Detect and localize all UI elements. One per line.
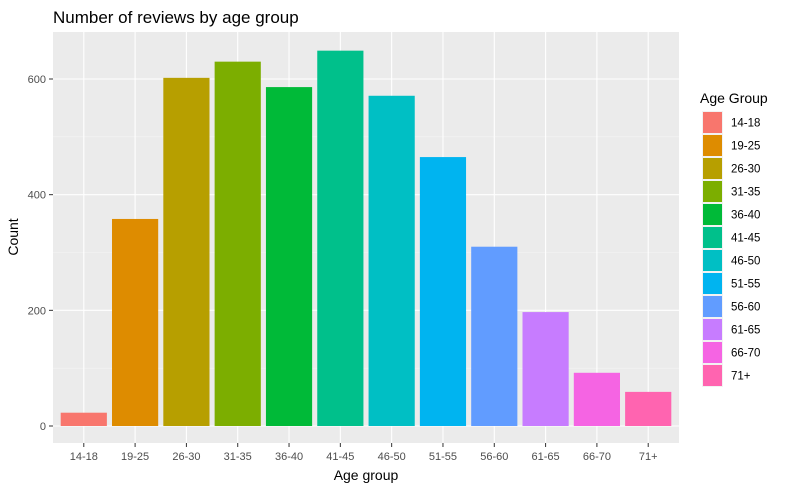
y-tick-label: 0 bbox=[40, 421, 46, 433]
legend-label: 31-35 bbox=[731, 187, 760, 199]
legend-swatch bbox=[703, 250, 722, 271]
legend-label: 14-18 bbox=[731, 118, 760, 130]
legend-swatch bbox=[703, 319, 722, 340]
legend-swatch bbox=[703, 112, 722, 133]
x-axis: 14-18 19-25 26-30 31-35 36-40 41-45 46-50 51-55… bbox=[70, 443, 658, 463]
legend-swatch bbox=[703, 204, 722, 225]
y-tick-label: 200 bbox=[28, 305, 46, 317]
y-axis-title: Count bbox=[5, 218, 21, 255]
x-tick-label: 41-45 bbox=[326, 451, 354, 463]
x-tick-label: 56-60 bbox=[480, 451, 508, 463]
x-tick-label: 51-55 bbox=[429, 451, 457, 463]
legend-swatch bbox=[703, 273, 722, 294]
bars bbox=[60, 50, 672, 427]
bar-19-25 bbox=[112, 218, 159, 426]
legend-label: 66-70 bbox=[731, 348, 760, 360]
y-tick-label: 600 bbox=[28, 74, 46, 86]
legend-label: 19-25 bbox=[731, 141, 760, 153]
x-axis-title: Age group bbox=[334, 467, 399, 483]
bar-46-50 bbox=[368, 95, 415, 426]
x-tick-label: 46-50 bbox=[378, 451, 406, 463]
legend-swatch bbox=[703, 227, 722, 248]
x-tick-label: 26-30 bbox=[172, 451, 200, 463]
bar-61-65 bbox=[522, 312, 569, 426]
x-tick-label: 71+ bbox=[639, 451, 658, 463]
y-axis: 0 200 400 600 bbox=[28, 74, 53, 433]
bar-26-30 bbox=[163, 77, 210, 427]
legend-label: 26-30 bbox=[731, 164, 760, 176]
legend-title: Age Group bbox=[700, 90, 768, 106]
legend-label: 56-60 bbox=[731, 302, 760, 314]
x-tick-label: 31-35 bbox=[224, 451, 252, 463]
chart-title: Number of reviews by age group bbox=[53, 8, 299, 27]
x-tick-label: 19-25 bbox=[121, 451, 149, 463]
bar-41-45 bbox=[317, 50, 364, 426]
legend-label: 41-45 bbox=[731, 233, 760, 245]
x-tick-label: 61-65 bbox=[532, 451, 560, 463]
legend-label: 71+ bbox=[731, 371, 751, 383]
x-tick-label: 36-40 bbox=[275, 451, 303, 463]
legend-swatch bbox=[703, 181, 722, 202]
x-tick-label: 66-70 bbox=[583, 451, 611, 463]
bar-14-18 bbox=[60, 412, 107, 426]
bar-71+ bbox=[625, 391, 672, 426]
bar-66-70 bbox=[573, 372, 620, 426]
legend-swatch bbox=[703, 365, 722, 386]
legend-label: 46-50 bbox=[731, 256, 760, 268]
bar-51-55 bbox=[419, 157, 467, 426]
legend-label: 51-55 bbox=[731, 279, 760, 291]
legend-swatch bbox=[703, 296, 722, 317]
legend: Age Group 14-18 19-25 26-30 31-35 36-40 41-45… bbox=[700, 90, 768, 387]
x-tick-label: 14-18 bbox=[70, 451, 98, 463]
y-tick-label: 400 bbox=[28, 190, 46, 202]
bar-31-35 bbox=[214, 61, 261, 427]
bar-36-40 bbox=[265, 87, 313, 426]
legend-swatch bbox=[703, 158, 722, 179]
legend-label: 36-40 bbox=[731, 210, 760, 222]
legend-swatch bbox=[703, 135, 722, 156]
legend-swatch bbox=[703, 342, 722, 363]
bar-56-60 bbox=[471, 246, 518, 426]
legend-label: 61-65 bbox=[731, 325, 760, 337]
